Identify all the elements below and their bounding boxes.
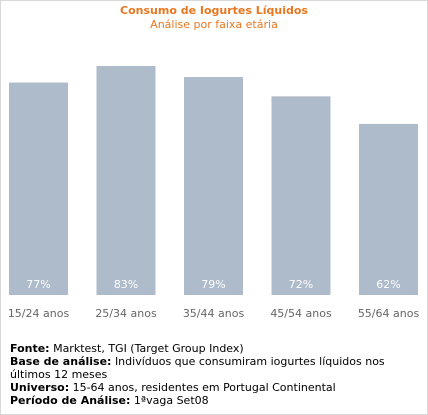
chart-footer: Fonte: Marktest, TGI (Target Group Index… [10,342,410,407]
universe-label: Universo: [10,381,70,394]
category-label: 25/34 anos [95,307,157,320]
bar-value-label: 79% [201,278,225,291]
category-label: 45/54 anos [270,307,332,320]
bar-value-label: 83% [114,278,138,291]
bar-5 [359,123,418,295]
category-label: 55/64 anos [358,307,420,320]
footer-period: Período de Análise: 1ªvaga Set08 [10,394,410,407]
chart-title: Consumo de Iogurtes Líquidos [120,4,308,17]
bar-1 [9,82,68,295]
source-value: Marktest, TGI (Target Group Index) [53,342,244,355]
bar-value-label: 62% [376,278,400,291]
bar-chart: 77% 15/24 anos 83% 25/34 anos 79% 35/44 anos 7… [8,66,420,320]
bar-2 [96,66,156,295]
universe-value: 15-64 anos, residentes em Portugal Conti… [72,381,336,394]
source-label: Fonte: [10,342,50,355]
footer-source: Fonte: Marktest, TGI (Target Group Index… [10,342,410,355]
base-value: Indivíduos que consumiram iogurtes líqui… [10,355,385,381]
bar-value-label: 77% [26,278,50,291]
bar-4 [271,96,331,295]
bar-value-label: 72% [289,278,313,291]
chart-subtitle: Análise por faixa etária [150,18,278,31]
period-label: Período de Análise: [10,394,131,407]
period-value: 1ªvaga Set08 [133,394,209,407]
footer-base: Base de análise: Indivíduos que consumir… [10,355,410,381]
category-label: 15/24 anos [8,307,70,320]
category-label: 35/44 anos [183,307,245,320]
bar-3 [184,77,243,295]
footer-universe: Universo: 15-64 anos, residentes em Port… [10,381,410,394]
base-label: Base de análise: [10,355,112,368]
